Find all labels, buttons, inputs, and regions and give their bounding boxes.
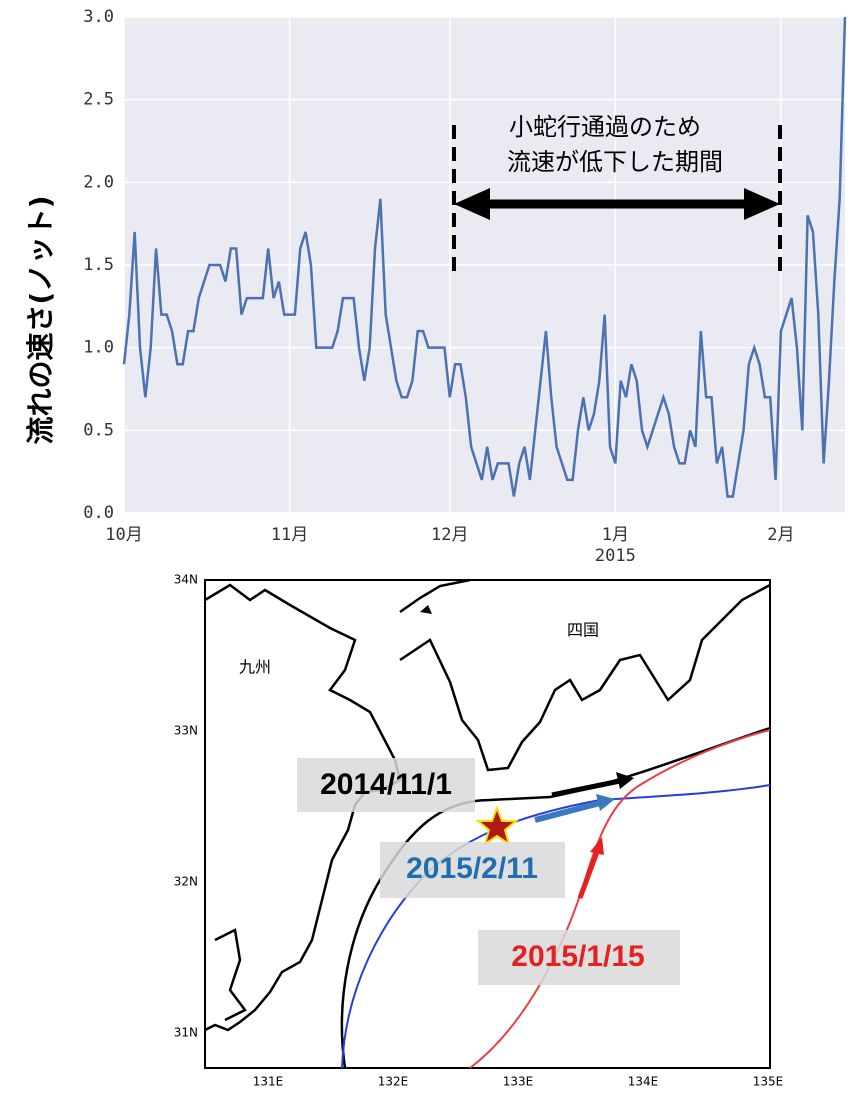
x-year-label: 2015: [595, 546, 636, 566]
arrow-head: [596, 794, 615, 811]
coastline: [399, 578, 471, 614]
track-red: [469, 729, 771, 1069]
star: [475, 805, 519, 847]
label-box: [380, 842, 565, 898]
track-label: 2015/1/15: [511, 940, 644, 973]
region-label: 四国: [567, 621, 599, 640]
arrow-head: [616, 772, 634, 789]
x-tick-label: 11月: [271, 525, 308, 545]
y-tick-label: 0.5: [83, 420, 114, 440]
x-tick-label: 10月: [105, 525, 142, 545]
coastline: [399, 583, 771, 772]
y-tick-label: 2.0: [83, 172, 114, 192]
y-tick-label: 2.5: [83, 90, 114, 110]
label-box: [478, 930, 680, 985]
coastline: [214, 928, 247, 1022]
map-axes: 34N 33N 32N 31N 131E 132E 133E 134E 135E: [174, 573, 784, 1089]
x-tick-label: 2月: [767, 525, 794, 545]
track-arrow: [577, 851, 600, 899]
label-box: [297, 758, 475, 812]
lat-label: 32N: [174, 875, 198, 889]
y-tick-label: 3.0: [83, 7, 114, 27]
annotation-text: 小蛇行通過のため: [509, 113, 701, 141]
region-label: 九州: [239, 658, 271, 677]
track-arrow: [534, 800, 601, 823]
arrow-head: [590, 837, 604, 855]
lat-label: 31N: [174, 1026, 198, 1040]
arrow-head: [744, 188, 780, 220]
plot: [122, 16, 847, 498]
track-black: [340, 726, 771, 1069]
annotation-text: 流速が低下した期間: [507, 148, 723, 176]
y-tick-label: 1.5: [83, 255, 114, 275]
lon-label: 135E: [753, 1075, 784, 1089]
lon-label: 131E: [253, 1075, 284, 1089]
lat-label: 34N: [174, 573, 198, 587]
x-tick-label: 12月: [431, 525, 468, 545]
island: [420, 605, 432, 614]
track-arrow: [551, 778, 621, 798]
track-label: 2015/2/11: [406, 852, 538, 885]
grid: [123, 16, 845, 514]
annotation: 小蛇行通過のため 流速が低下した期間: [452, 113, 782, 278]
y-tick-label: 1.0: [83, 338, 114, 358]
lon-label: 134E: [628, 1075, 659, 1089]
y-axis-label: 流れの速さ(ノット): [24, 195, 57, 444]
x-tick-label: 1月: [602, 525, 629, 545]
lat-label: 33N: [174, 724, 198, 738]
lon-label: 132E: [378, 1075, 409, 1089]
map: 2014/11/1 2015/2/11 2015/1/15 九州 四国: [204, 578, 771, 1069]
line: [122, 16, 847, 498]
y-tick-label: 0.0: [83, 503, 114, 523]
lon-label: 133E: [503, 1075, 534, 1089]
arrow-head: [454, 188, 490, 220]
track-label: 2014/11/1: [320, 768, 452, 801]
